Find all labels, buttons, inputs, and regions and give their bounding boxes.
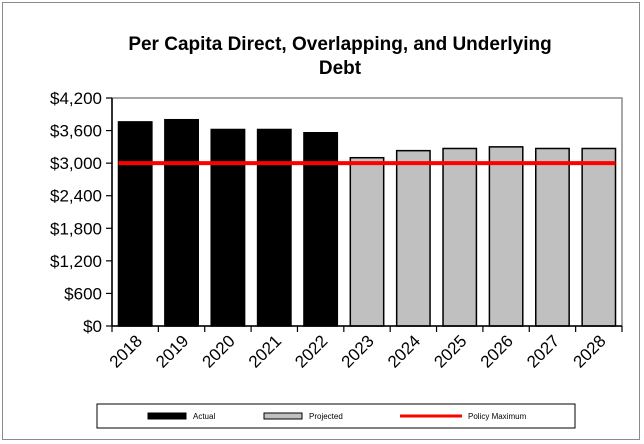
y-tick-label: $4,200 [50, 89, 102, 108]
y-tick-label: $600 [64, 284, 102, 303]
x-tick-label: 2023 [338, 331, 378, 371]
chart-title-line-1: Per Capita Direct, Overlapping, and Unde… [128, 34, 551, 55]
legend-label-actual: Actual [193, 412, 215, 421]
bar-projected-2026 [488, 146, 524, 327]
legend-swatch-projected [263, 412, 303, 420]
x-tick-label: 2020 [199, 331, 239, 371]
legend-swatch-actual [147, 412, 187, 420]
x-tick-label: 2026 [477, 331, 517, 371]
bar-projected-2025 [442, 147, 478, 327]
chart-title-line-2: Debt [319, 58, 362, 79]
bar-actual-2019 [164, 118, 199, 327]
x-tick-label: 2028 [569, 331, 609, 371]
y-tick-label: $0 [83, 317, 102, 336]
bar-projected-2024 [395, 149, 431, 327]
bar-actual-2020 [210, 128, 246, 327]
bar-actual-2018 [117, 121, 153, 327]
legend-label-projected: Projected [309, 412, 343, 421]
y-tick-label: $3,000 [50, 154, 102, 173]
legend-label-policy-maximum: Policy Maximum [468, 412, 527, 421]
x-tick-label: 2018 [106, 331, 146, 371]
x-tick-label: 2025 [430, 331, 470, 371]
y-tick-label: $3,600 [50, 122, 102, 141]
y-tick-label: $1,800 [50, 219, 102, 238]
x-tick-label: 2024 [384, 331, 424, 371]
bar-projected-2023 [349, 156, 385, 327]
legend: Actual Projected Policy Maximum [96, 403, 576, 429]
bar-projected-2027 [535, 147, 570, 327]
bar-projected-2028 [581, 147, 617, 327]
bar-actual-2021 [256, 128, 292, 327]
plot-area: $0 $600 $1,200 $1,800 $2,400 $3,000 $3,600 $4,2… [50, 89, 623, 372]
x-tick-label: 2021 [245, 331, 285, 371]
x-tick-label: 2027 [523, 331, 563, 371]
x-tick-label: 2022 [291, 331, 331, 371]
y-tick-label: $2,400 [50, 187, 102, 206]
x-tick-label: 2019 [152, 331, 192, 371]
y-tick-label: $1,200 [50, 252, 102, 271]
